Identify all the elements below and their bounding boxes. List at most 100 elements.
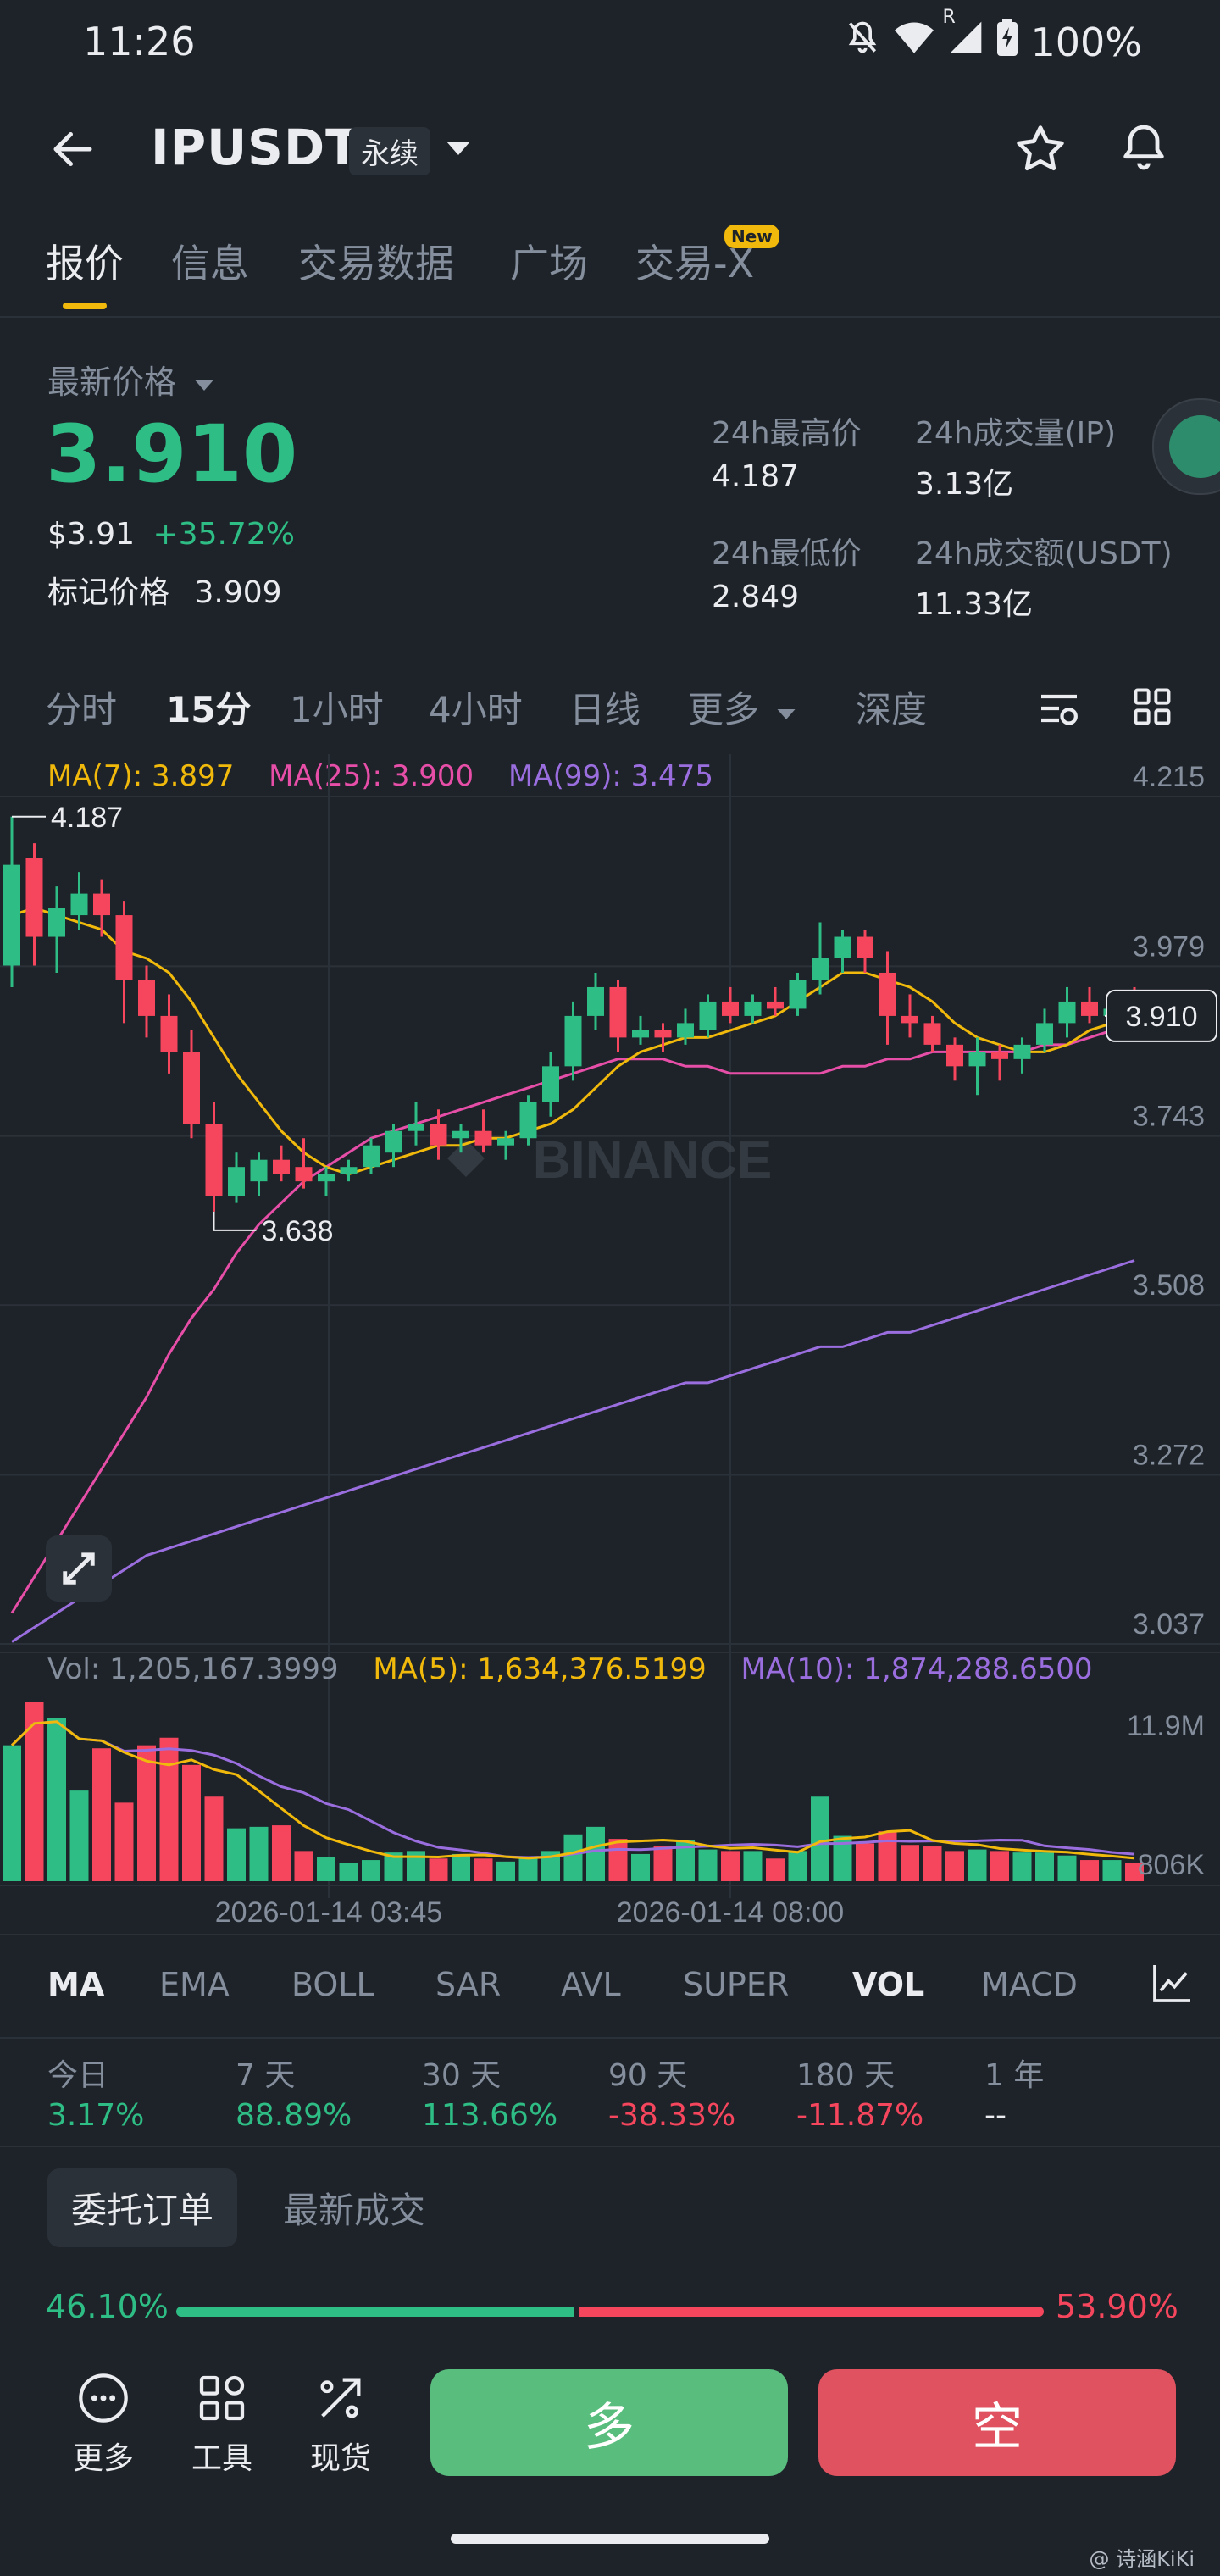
tools-button[interactable]: 工具: [171, 2371, 273, 2478]
grid-layout-icon[interactable]: [1130, 685, 1174, 732]
tab-trade-data[interactable]: 交易数据: [298, 241, 454, 286]
perf-value: --: [984, 2098, 1006, 2133]
indicator-super[interactable]: SUPER: [683, 1966, 790, 2003]
candle-body: [93, 893, 110, 916]
status-icons: R 100%: [844, 7, 1142, 65]
interval-15m[interactable]: 15分: [166, 689, 252, 730]
perf-7d: 7 天 88.89%: [236, 2051, 352, 2133]
more-dots-icon: [79, 2373, 128, 2423]
volume-bar: [653, 1846, 673, 1881]
status-time: 11:26: [83, 19, 196, 64]
interval-1h[interactable]: 1小时: [290, 689, 384, 730]
volume-bar: [114, 1802, 134, 1881]
volume-bar: [563, 1834, 583, 1881]
candle-body: [991, 1052, 1008, 1059]
volume-bar: [429, 1858, 448, 1881]
back-button[interactable]: [47, 124, 98, 175]
fullscreen-button[interactable]: [46, 1535, 112, 1602]
volume-bar: [990, 1851, 1009, 1881]
y-tick-label: 4.215: [1133, 761, 1205, 793]
tab-recent-trades[interactable]: 最新成交: [283, 2190, 426, 2231]
latest-price-selector[interactable]: 最新价格: [47, 356, 215, 402]
candle-body: [767, 1001, 784, 1009]
volume-bar: [518, 1858, 538, 1881]
bell-icon[interactable]: [1117, 120, 1171, 178]
volume-bar: [878, 1831, 897, 1881]
candle-body: [722, 1001, 739, 1016]
change-percent: +35.72%: [152, 517, 295, 552]
floating-assistant-button[interactable]: [1152, 398, 1220, 495]
tab-info[interactable]: 信息: [171, 241, 249, 286]
indicator-ema[interactable]: EMA: [159, 1966, 230, 2003]
pair-title[interactable]: IPUSDT: [151, 119, 360, 176]
indicator-avl[interactable]: AVL: [561, 1966, 621, 2003]
indicator-boll[interactable]: BOLL: [291, 1966, 374, 2003]
interval-daily[interactable]: 日线: [569, 689, 641, 730]
price-chart[interactable]: 4.215 3.979 3.743 3.508 3.272 3.037 BINANCE 4.1…: [0, 754, 1220, 1924]
candle-body: [857, 936, 873, 959]
indicator-bar: MA EMA BOLL SAR AVL SUPER VOL MACD: [0, 1934, 1220, 2039]
perf-label: 7 天: [236, 2058, 296, 2093]
perf-30d: 30 天 113.66%: [422, 2051, 557, 2133]
volume-bar: [384, 1852, 403, 1881]
interval-depth[interactable]: 深度: [856, 689, 928, 730]
indicator-vol[interactable]: VOL: [852, 1966, 925, 2003]
buy-ratio: 46.10%: [46, 2288, 169, 2325]
tab-open-orders[interactable]: 委托订单: [47, 2168, 238, 2247]
vol-ma5-line: [10, 1720, 1135, 1860]
binance-logo-icon: [447, 1140, 485, 1177]
interval-time[interactable]: 分时: [46, 689, 118, 730]
high-value: 4.187: [712, 459, 800, 494]
candle-body: [385, 1130, 402, 1153]
home-indicator[interactable]: [451, 2534, 769, 2544]
candle-body: [901, 1015, 918, 1024]
volume-bar: [608, 1839, 628, 1881]
candle-body: [1036, 1023, 1053, 1045]
indicator-sar[interactable]: SAR: [435, 1966, 502, 2003]
long-button[interactable]: 多: [430, 2369, 788, 2476]
sell-ratio: 53.90%: [1056, 2288, 1178, 2325]
candle-body: [946, 1044, 963, 1067]
interval-4h[interactable]: 4小时: [429, 689, 523, 730]
volume-bar: [698, 1849, 718, 1881]
perf-label: 90 天: [608, 2058, 688, 2093]
tab-quote[interactable]: 报价: [46, 241, 124, 286]
volume-bar: [856, 1843, 874, 1881]
pair-dropdown-icon[interactable]: [445, 138, 472, 162]
candle-body: [273, 1159, 290, 1174]
candle-body: [587, 986, 604, 1016]
volume-bar: [92, 1748, 111, 1881]
contract-type-badge: 永续: [349, 127, 430, 175]
vol-legend: Vol: 1,205,167.3999: [47, 1652, 339, 1686]
high-marker-label: 4.187: [51, 802, 123, 834]
candle-body: [699, 1001, 717, 1030]
interval-more[interactable]: 更多: [688, 681, 797, 733]
tab-square[interactable]: 广场: [510, 241, 588, 286]
short-button[interactable]: 空: [818, 2369, 1176, 2476]
volume-bar: [496, 1861, 515, 1881]
binance-watermark: BINANCE: [533, 1131, 772, 1190]
chart-settings-icon[interactable]: [1035, 685, 1083, 736]
spot-button[interactable]: 现货: [290, 2371, 391, 2478]
tab-trade-x[interactable]: 交易-X: [635, 241, 755, 286]
usd-price-line: $3.91 +35.72%: [47, 517, 295, 552]
indicator-chart-icon[interactable]: [1149, 1959, 1196, 2010]
favorite-star-icon[interactable]: [1013, 122, 1068, 180]
candle-body: [340, 1167, 358, 1174]
perf-label: 30 天: [422, 2058, 502, 2093]
indicator-macd[interactable]: MACD: [981, 1966, 1078, 2003]
candle-body: [677, 1023, 694, 1038]
turnover-label: 24h成交额(USDT): [915, 536, 1173, 571]
indicator-ma[interactable]: MA: [47, 1966, 105, 2003]
candle-body: [834, 936, 851, 959]
assistant-icon: [1169, 415, 1220, 478]
last-price-tag: [1106, 989, 1217, 1042]
y-tick-label: 3.743: [1133, 1101, 1205, 1133]
more-button[interactable]: 更多: [53, 2371, 154, 2478]
volume-bar: [317, 1857, 336, 1881]
candle-body: [497, 1138, 514, 1146]
chevron-down-icon: [195, 380, 214, 391]
candle-body: [1058, 1001, 1076, 1024]
mute-icon: [844, 19, 881, 65]
volume-legend: Vol: 1,205,167.3999 MA(5): 1,634,376.519…: [47, 1652, 1093, 1686]
